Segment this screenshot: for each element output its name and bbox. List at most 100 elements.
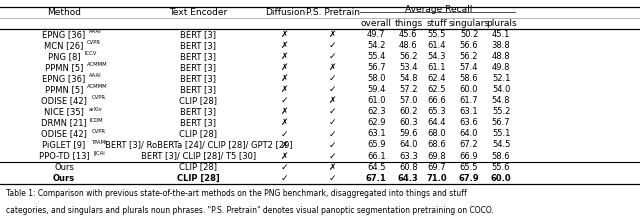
Text: 56.7: 56.7 (492, 118, 511, 127)
Text: 66.6: 66.6 (427, 96, 446, 105)
Text: ✗: ✗ (281, 140, 289, 149)
Text: ✓: ✓ (329, 118, 337, 127)
Text: 66.1: 66.1 (367, 151, 386, 161)
Text: 63.3: 63.3 (399, 151, 418, 161)
Text: ✗: ✗ (329, 30, 337, 39)
Text: ✗: ✗ (329, 63, 337, 72)
Text: 66.9: 66.9 (460, 151, 479, 161)
Text: 64.4: 64.4 (428, 118, 445, 127)
Text: 38.8: 38.8 (492, 41, 511, 50)
Text: ODISE [42]: ODISE [42] (41, 129, 87, 138)
Text: ✗: ✗ (281, 85, 289, 94)
Text: CLIP [28]: CLIP [28] (179, 163, 218, 172)
Text: IJCAI: IJCAI (94, 151, 106, 156)
Text: BERT [3]: BERT [3] (180, 52, 216, 61)
Text: ✓: ✓ (281, 163, 289, 172)
Text: 45.6: 45.6 (399, 30, 417, 39)
Text: P.S. Pretrain: P.S. Pretrain (306, 8, 360, 17)
Text: 64.3: 64.3 (398, 174, 419, 183)
Text: BERT [3]: BERT [3] (180, 74, 216, 83)
Text: 54.8: 54.8 (399, 74, 417, 83)
Text: 56.7: 56.7 (367, 63, 386, 72)
Text: BERT [3]: BERT [3] (180, 63, 216, 72)
Text: 60.3: 60.3 (399, 118, 418, 127)
Text: DRMN [21]: DRMN [21] (41, 118, 87, 127)
Text: PiGLET [9]: PiGLET [9] (42, 140, 86, 149)
Text: 58.6: 58.6 (492, 151, 511, 161)
Text: 61.7: 61.7 (460, 96, 479, 105)
Text: CLIP [28]: CLIP [28] (179, 129, 218, 138)
Text: 65.3: 65.3 (427, 107, 446, 116)
Text: ICCV: ICCV (84, 51, 97, 56)
Text: 62.9: 62.9 (367, 118, 385, 127)
Text: ✗: ✗ (281, 52, 289, 61)
Text: BERT [3]: BERT [3] (180, 41, 216, 50)
Text: PPO-TD [13]: PPO-TD [13] (38, 151, 90, 161)
Text: 67.9: 67.9 (459, 174, 479, 183)
Text: CLIP [28]: CLIP [28] (177, 174, 220, 183)
Text: BERT [3]/ CLIP [28]/ T5 [30]: BERT [3]/ CLIP [28]/ T5 [30] (141, 151, 256, 161)
Text: ACMMM: ACMMM (86, 62, 108, 67)
Text: 68.6: 68.6 (427, 140, 446, 149)
Text: 65.9: 65.9 (367, 140, 385, 149)
Text: 61.0: 61.0 (367, 96, 385, 105)
Text: ICDM: ICDM (89, 118, 102, 123)
Text: 67.1: 67.1 (366, 174, 387, 183)
Text: ✗: ✗ (281, 74, 289, 83)
Text: 53.4: 53.4 (399, 63, 417, 72)
Text: Table 1: Comparison with previous state-of-the-art methods on the PNG benchmark,: Table 1: Comparison with previous state-… (6, 189, 467, 198)
Text: 59.6: 59.6 (399, 129, 417, 138)
Text: BERT [3]: BERT [3] (180, 118, 216, 127)
Text: ✓: ✓ (329, 85, 337, 94)
Text: 55.1: 55.1 (492, 129, 510, 138)
Text: 54.8: 54.8 (492, 96, 510, 105)
Text: 63.1: 63.1 (367, 129, 386, 138)
Text: 60.0: 60.0 (460, 85, 478, 94)
Text: 63.6: 63.6 (460, 118, 479, 127)
Text: ✓: ✓ (281, 96, 289, 105)
Text: 49.8: 49.8 (492, 63, 510, 72)
Text: ✓: ✓ (329, 129, 337, 138)
Text: 55.5: 55.5 (428, 30, 445, 39)
Text: 64.0: 64.0 (460, 129, 478, 138)
Text: ✓: ✓ (281, 174, 289, 183)
Text: CVPR: CVPR (92, 95, 106, 101)
Text: 60.8: 60.8 (399, 163, 418, 172)
Text: Average Recall: Average Recall (405, 5, 472, 14)
Text: 68.0: 68.0 (427, 129, 446, 138)
Text: ODISE [42]: ODISE [42] (41, 96, 87, 105)
Text: ✓: ✓ (329, 52, 337, 61)
Text: ✓: ✓ (281, 129, 289, 138)
Text: singulars: singulars (449, 19, 490, 28)
Text: categories, and singulars and plurals noun phrases. "P.S. Pretrain" denotes visu: categories, and singulars and plurals no… (6, 206, 494, 215)
Text: 57.0: 57.0 (399, 96, 417, 105)
Text: stuff: stuff (426, 19, 447, 28)
Text: PPMN [5]: PPMN [5] (45, 63, 83, 72)
Text: 54.0: 54.0 (492, 85, 510, 94)
Text: 64.0: 64.0 (399, 140, 417, 149)
Text: ✗: ✗ (281, 41, 289, 50)
Text: 56.6: 56.6 (460, 41, 479, 50)
Text: 55.4: 55.4 (367, 52, 385, 61)
Text: CLIP [28]: CLIP [28] (179, 96, 218, 105)
Text: things: things (394, 19, 422, 28)
Text: 62.5: 62.5 (428, 85, 445, 94)
Text: 57.2: 57.2 (399, 85, 417, 94)
Text: ✗: ✗ (281, 107, 289, 116)
Text: 67.2: 67.2 (460, 140, 479, 149)
Text: 54.2: 54.2 (367, 41, 385, 50)
Text: BERT [3]: BERT [3] (180, 85, 216, 94)
Text: 64.5: 64.5 (367, 163, 385, 172)
Text: ✗: ✗ (329, 163, 337, 172)
Text: ✗: ✗ (281, 151, 289, 161)
Text: BERT [3]: BERT [3] (180, 30, 216, 39)
Text: ✓: ✓ (329, 151, 337, 161)
Text: MCN [26]: MCN [26] (44, 41, 84, 50)
Text: 71.0: 71.0 (426, 174, 447, 183)
Text: AAAI: AAAI (89, 73, 102, 78)
Text: PPMN [5]: PPMN [5] (45, 85, 83, 94)
Text: Diffusion: Diffusion (265, 8, 305, 17)
Text: 48.8: 48.8 (492, 52, 511, 61)
Text: TPAMI: TPAMI (92, 140, 107, 145)
Text: 55.2: 55.2 (492, 107, 510, 116)
